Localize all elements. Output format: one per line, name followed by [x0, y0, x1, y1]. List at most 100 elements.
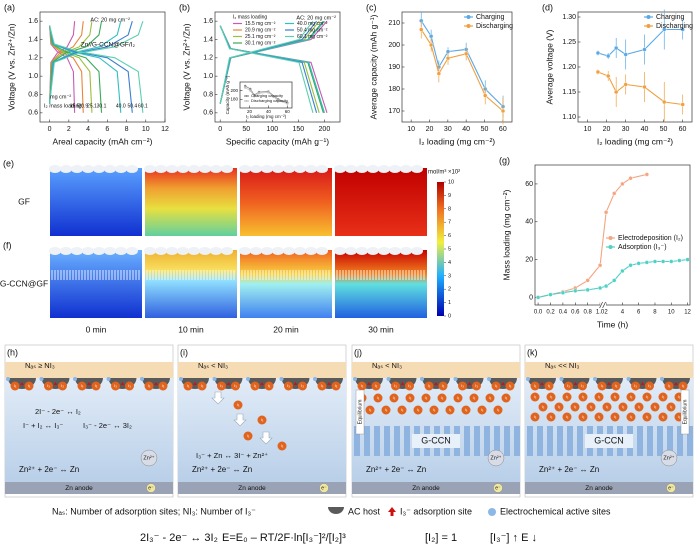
data-point — [548, 292, 553, 297]
ball-label: I₃ — [268, 383, 271, 388]
ball-label: I₃ — [614, 414, 617, 419]
x-tick-label: 0 — [48, 126, 52, 133]
active-site — [279, 377, 284, 381]
colorbar-tick-label: 2 — [448, 287, 451, 293]
cathode-band — [5, 362, 173, 378]
cathode-band — [525, 362, 693, 378]
data-point — [595, 50, 601, 56]
fiber — [60, 247, 72, 255]
ball — [438, 381, 448, 391]
heatmap — [240, 168, 332, 236]
x-tick-label: 6 — [105, 126, 109, 133]
data-point — [642, 84, 647, 90]
ball — [391, 381, 400, 391]
ball — [413, 405, 423, 415]
membrane-stripe — [687, 426, 693, 456]
x-tick-label: 8 — [125, 126, 129, 133]
active-site — [626, 377, 631, 381]
fiber — [104, 165, 116, 173]
legend-ac-host — [328, 507, 344, 514]
ball-label: I₃ — [335, 383, 338, 388]
fiber — [71, 247, 83, 255]
ball — [570, 402, 580, 412]
ball — [144, 381, 154, 391]
series-label: 15.5 — [70, 103, 80, 109]
active-site — [246, 377, 250, 381]
electron-label: e⁻ — [668, 485, 674, 491]
ball-label: I₃ — [634, 383, 637, 388]
ball — [626, 412, 636, 422]
x-axis-label: I₂ loading (mg cm⁻²) — [597, 136, 673, 146]
fiber — [261, 247, 273, 255]
ball — [530, 381, 540, 391]
ball-label: I₃ — [495, 383, 498, 388]
plot-frame — [534, 164, 691, 306]
fiber — [199, 165, 211, 173]
zn-anode — [525, 482, 693, 494]
active-site — [386, 377, 391, 381]
reaction: Zn²⁺ + 2e⁻ ↔ Zn — [366, 465, 426, 474]
plot-frame — [39, 11, 166, 123]
series-line — [49, 21, 122, 104]
ball — [578, 381, 587, 391]
fiber — [104, 247, 116, 255]
series-label: 30.1 — [97, 103, 107, 109]
x-tick-label: 0.2 — [546, 310, 555, 316]
ball-label: I₃ — [505, 395, 508, 400]
data-point — [595, 69, 601, 75]
ball-label: I₃ — [234, 383, 237, 388]
membrane-stripe — [474, 426, 480, 456]
cathode-band — [352, 362, 520, 378]
x-tick-label: 30 — [444, 126, 452, 133]
legend-text: AC host — [348, 506, 381, 516]
ball-label: I₃ — [646, 414, 649, 419]
x-tick-label: 2 — [67, 126, 71, 133]
active-site — [179, 377, 183, 381]
membrane-stripe — [404, 426, 410, 456]
anode-label: Zn anode — [585, 485, 613, 492]
active-site — [660, 377, 664, 381]
data-point — [428, 42, 434, 48]
fiber — [378, 165, 390, 173]
colorbar-label: mol/m³ ×10² — [428, 170, 460, 176]
y-tick-label: 60 — [525, 181, 533, 188]
y-tick-label: 180 — [388, 86, 400, 93]
ball-label: I₃ — [261, 417, 264, 422]
electron-label: e⁻ — [148, 485, 154, 491]
adsorption-arrow — [607, 382, 611, 385]
adsorption-arrow — [20, 382, 24, 385]
flow-arrow — [211, 391, 225, 405]
ball — [562, 412, 572, 422]
ball — [77, 381, 87, 391]
ball-label: I₃ — [394, 383, 397, 388]
axis-break-mark — [602, 301, 606, 309]
data-point — [419, 27, 424, 32]
fiber — [188, 165, 200, 173]
ball-label: I₃ — [670, 404, 673, 409]
ball-label: I₃ — [442, 383, 445, 388]
y-tick-label: 0.6 — [203, 110, 213, 117]
fiber — [283, 247, 295, 255]
ball — [594, 392, 604, 402]
x-tick-label: 12 — [684, 310, 691, 316]
x-tick-label: 10 — [142, 126, 150, 133]
condition: Nₐₛ ≥ NI₃ — [25, 361, 55, 370]
ball-label: I₃ — [574, 404, 577, 409]
x-tick-label: 60 — [285, 109, 291, 114]
panel-label: (g) — [499, 155, 510, 165]
ball-label: I₃ — [301, 383, 304, 388]
adsorption-arrow — [53, 382, 58, 385]
x-tick-label: 50 — [660, 126, 668, 133]
ball-label: I₃ — [534, 394, 537, 399]
y-tick-label: 1.10 — [562, 114, 576, 121]
ball — [642, 412, 652, 422]
annotation: Zn//G-CCN@GF/I₂ — [81, 42, 136, 49]
adsorption-arrow — [674, 382, 678, 385]
y-tick-label: 180 — [230, 97, 238, 102]
heatmap — [335, 168, 427, 236]
data-point — [436, 71, 442, 76]
colorbar-tick-label: 3 — [448, 273, 451, 279]
membrane-stripe — [557, 426, 563, 456]
ball — [586, 402, 596, 412]
y-tick-label: 40 — [525, 219, 533, 226]
